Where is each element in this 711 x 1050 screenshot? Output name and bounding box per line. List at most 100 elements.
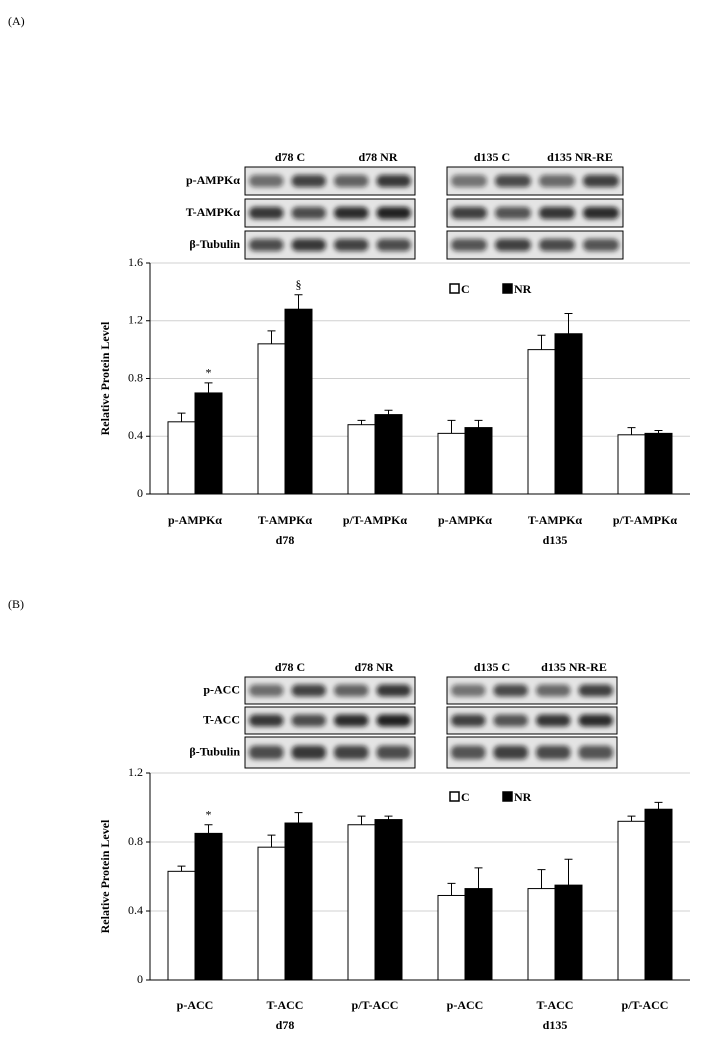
x-tick-label: p/T-AMPKα bbox=[343, 513, 408, 527]
y-tick-label: 0 bbox=[137, 486, 143, 500]
y-tick-label: 0.4 bbox=[128, 428, 143, 442]
y-axis-label: Relative Protein Level bbox=[98, 819, 112, 933]
bar bbox=[257, 846, 286, 981]
row-label: p-AMPKα bbox=[186, 173, 240, 187]
x-tick-label: p-ACC bbox=[177, 998, 214, 1012]
blot-band bbox=[536, 745, 571, 760]
lane-label: d78 C bbox=[275, 660, 305, 674]
y-tick-label: 0.4 bbox=[128, 903, 143, 917]
blot-band bbox=[376, 714, 411, 727]
legend-swatch bbox=[449, 791, 460, 802]
error-bar bbox=[177, 412, 186, 422]
blot-band bbox=[249, 174, 284, 188]
y-tick-label: 1.2 bbox=[128, 313, 143, 327]
bar bbox=[347, 824, 376, 981]
bar bbox=[374, 819, 403, 981]
bar bbox=[617, 820, 646, 981]
error-bar bbox=[384, 815, 393, 820]
blot-band bbox=[291, 745, 326, 760]
blot-band bbox=[536, 714, 571, 727]
legend-label: C bbox=[461, 790, 470, 804]
blot-band bbox=[334, 684, 369, 697]
error-bar bbox=[564, 313, 573, 334]
blot-band bbox=[578, 714, 613, 727]
bar bbox=[194, 392, 223, 495]
error-bar bbox=[627, 427, 636, 435]
blot-band bbox=[493, 684, 528, 697]
error-bar bbox=[177, 865, 186, 872]
error-bar bbox=[654, 429, 663, 434]
blot-band bbox=[376, 238, 411, 252]
legend-label: NR bbox=[514, 282, 532, 296]
bar bbox=[644, 808, 673, 981]
blot-band bbox=[291, 714, 326, 727]
blot-band bbox=[334, 206, 369, 220]
blot-band bbox=[376, 206, 411, 220]
bar bbox=[527, 888, 556, 981]
blot-band bbox=[334, 174, 369, 188]
error-bar bbox=[654, 801, 663, 810]
x-tick-label: p/T-ACC bbox=[352, 998, 399, 1012]
x-tick-label: T-AMPKα bbox=[528, 513, 583, 527]
blot-band bbox=[583, 174, 619, 188]
blot-band bbox=[291, 206, 326, 220]
blot-band bbox=[291, 684, 326, 697]
blot-band bbox=[451, 238, 487, 252]
x-tick-label: T-AMPKα bbox=[258, 513, 313, 527]
annotation: § bbox=[296, 278, 302, 292]
row-label: β-Tubulin bbox=[189, 237, 240, 251]
lane-label: d135 C bbox=[474, 660, 510, 674]
x-tick-label: p-AMPKα bbox=[168, 513, 222, 527]
legend-swatch bbox=[502, 791, 513, 802]
error-bar bbox=[267, 834, 276, 848]
lane-label: d78 NR bbox=[358, 150, 397, 164]
lane-label: d135 NR-RE bbox=[547, 150, 613, 164]
bar bbox=[437, 432, 466, 495]
blot-band bbox=[376, 174, 411, 188]
bar bbox=[167, 870, 196, 981]
lane-label: d78 NR bbox=[354, 660, 393, 674]
blot-band bbox=[495, 206, 531, 220]
x-tick-label: T-ACC bbox=[537, 998, 574, 1012]
x-tick-label: p/T-ACC bbox=[622, 998, 669, 1012]
panel-label: (B) bbox=[8, 597, 24, 611]
blot-band bbox=[493, 745, 528, 760]
y-tick-label: 0.8 bbox=[128, 834, 143, 848]
blot-band bbox=[539, 174, 575, 188]
bar bbox=[437, 894, 466, 981]
blot-band bbox=[249, 745, 284, 760]
bar bbox=[644, 432, 673, 495]
bar bbox=[374, 414, 403, 495]
bar bbox=[257, 343, 286, 495]
blot-band bbox=[334, 238, 369, 252]
legend-swatch bbox=[502, 283, 513, 294]
blot-band bbox=[578, 745, 613, 760]
group-label: d78 bbox=[276, 1018, 295, 1032]
row-label: T-ACC bbox=[203, 712, 240, 726]
blot-band bbox=[539, 206, 575, 220]
error-bar bbox=[447, 882, 456, 896]
blot-band bbox=[583, 206, 619, 220]
x-tick-label: p-ACC bbox=[447, 998, 484, 1012]
blot-band bbox=[249, 714, 284, 727]
blot-band bbox=[291, 238, 326, 252]
blot-band bbox=[495, 174, 531, 188]
bar bbox=[554, 884, 583, 981]
legend-label: C bbox=[461, 282, 470, 296]
row-label: T-AMPKα bbox=[186, 205, 241, 219]
x-tick-label: T-ACC bbox=[267, 998, 304, 1012]
bar bbox=[617, 434, 646, 495]
error-bar bbox=[357, 419, 366, 425]
blot-band bbox=[291, 174, 326, 188]
blot-band bbox=[451, 745, 486, 760]
y-tick-label: 0 bbox=[137, 972, 143, 986]
blot-band bbox=[451, 714, 486, 727]
x-tick-label: p/T-AMPKα bbox=[613, 513, 678, 527]
x-tick-label: p-AMPKα bbox=[438, 513, 492, 527]
error-bar bbox=[447, 419, 456, 434]
bar bbox=[284, 308, 313, 495]
blot-band bbox=[376, 745, 411, 760]
blot-band bbox=[451, 206, 487, 220]
group-label: d135 bbox=[543, 1018, 568, 1032]
blot-band bbox=[578, 684, 613, 697]
